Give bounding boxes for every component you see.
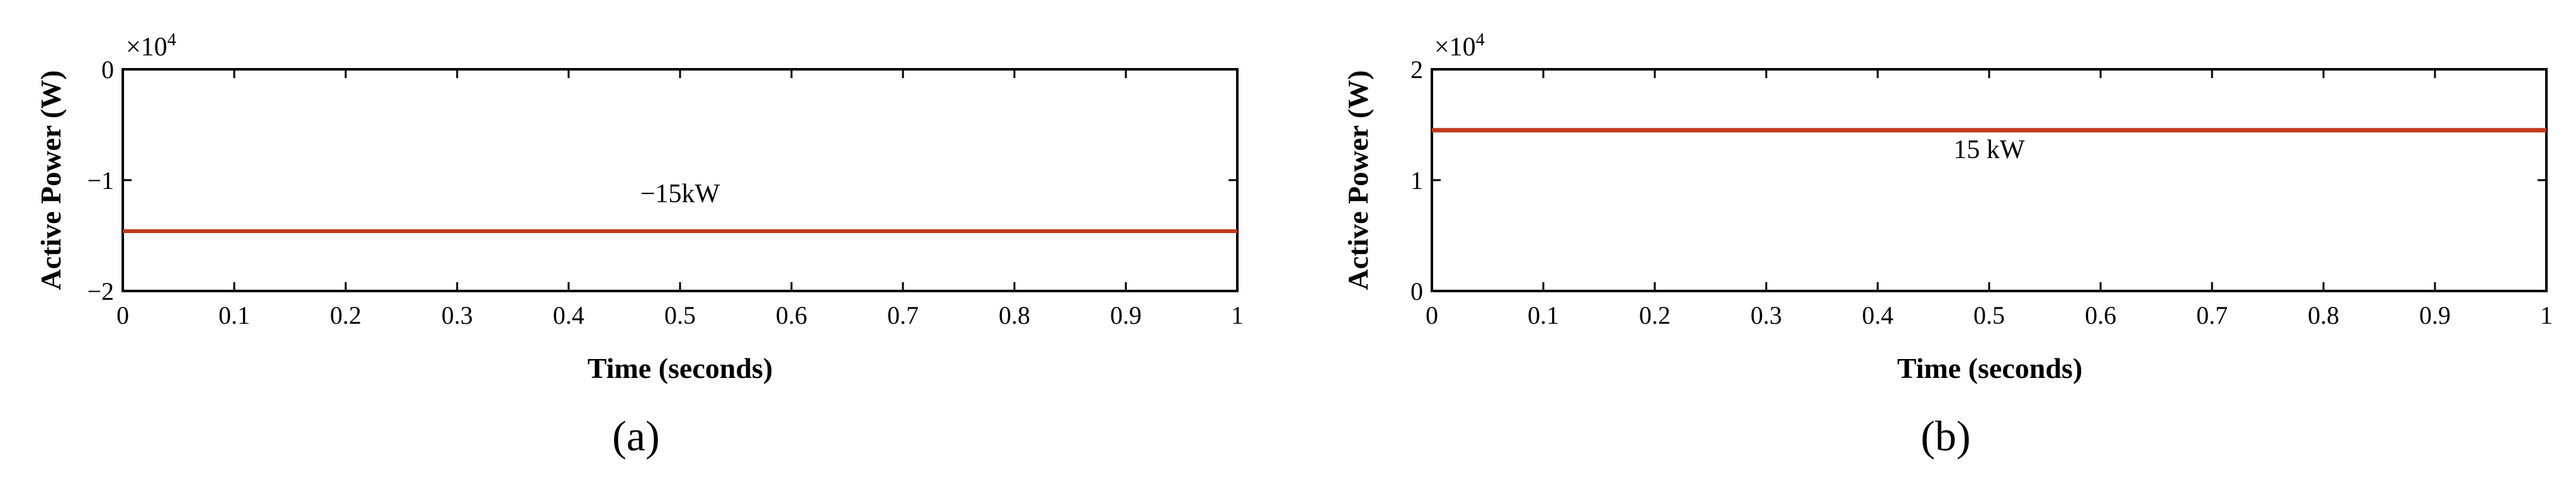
- y-tick-label: 1: [1410, 166, 1423, 195]
- x-tick-label: 0.1: [1528, 301, 1559, 329]
- x-axis-label: Time (seconds): [1897, 352, 2082, 384]
- x-tick-label: 0.7: [2196, 301, 2228, 329]
- y-tick-label: 2: [1410, 55, 1423, 84]
- chart-panel-b: 0 0.1 0.2 0.3 0.4 0.5 0.6 0.7 0.8 0.9 1 012 15 kW …: [1342, 30, 2553, 460]
- x-tick-label: 0.9: [1110, 301, 1142, 329]
- y-axis-label: Active Power (W): [1342, 70, 1374, 290]
- panel-caption: (a): [612, 412, 659, 460]
- x-tick-label: 0.7: [887, 301, 919, 329]
- y-tick-label: 0: [101, 55, 114, 84]
- x-tick-label: 0.3: [441, 301, 473, 329]
- exponent-label: ×104: [1434, 30, 1485, 62]
- chart-panel-a: 0 0.1 0.2 0.3 0.4 0.5 0.6 0.7 0.8 0.9 1 −2 −1 0 −15k…: [35, 30, 1244, 460]
- x-tick-label: 0.8: [2308, 301, 2339, 329]
- x-tick-label: 0: [1426, 301, 1438, 329]
- y-tick-label: −2: [87, 277, 114, 305]
- exponent-label: ×104: [126, 30, 176, 62]
- x-tick-label: 0.1: [218, 301, 250, 329]
- y-ticks: −2 −1 0: [87, 55, 1237, 305]
- x-tick-label: 0.5: [664, 301, 696, 329]
- x-tick-label: 1: [1231, 301, 1244, 329]
- annotation-label: −15kW: [640, 180, 720, 208]
- x-tick-label: 0.2: [330, 301, 361, 329]
- x-tick-label: 0.4: [1862, 301, 1893, 329]
- y-tick-label: 0: [1410, 277, 1423, 305]
- x-tick-label: 0.3: [1750, 301, 1782, 329]
- x-tick-label: 0.8: [999, 301, 1030, 329]
- panel-caption: (b): [1921, 412, 1970, 460]
- x-tick-label: 0.6: [2085, 301, 2116, 329]
- x-tick-label: 0.2: [1639, 301, 1671, 329]
- x-tick-label: 0.6: [776, 301, 807, 329]
- plot-frame: [1431, 68, 2548, 292]
- annotation-label: 15 kW: [1953, 135, 2025, 164]
- y-axis-label: Active Power (W): [35, 70, 67, 290]
- x-tick-label: 0.5: [1973, 301, 2005, 329]
- x-tick-label: 0.4: [553, 301, 584, 329]
- x-tick-label: 0.9: [2419, 301, 2451, 329]
- y-tick-label: −1: [87, 166, 114, 195]
- x-tick-label: 1: [2540, 301, 2553, 329]
- y-ticks: 0 1 2: [1410, 55, 2546, 305]
- x-ticks: 0 0.1 0.2 0.3 0.4 0.5 0.6 0.7 0.8 0.9 1: [1426, 69, 2553, 329]
- x-axis-label: Time (seconds): [587, 352, 773, 384]
- x-ticks: 0 0.1 0.2 0.3 0.4 0.5 0.6 0.7 0.8 0.9 1: [116, 69, 1244, 329]
- x-tick-label: 0: [116, 301, 129, 329]
